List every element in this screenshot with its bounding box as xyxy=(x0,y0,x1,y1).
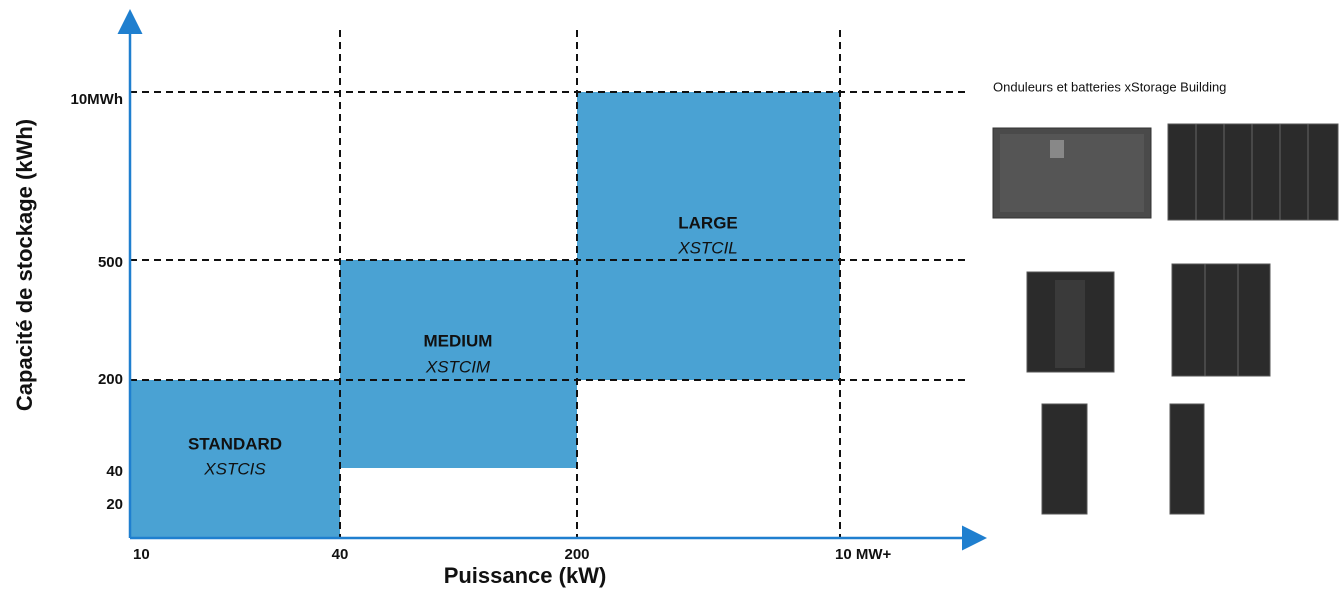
y-tick-label: 200 xyxy=(98,371,123,388)
y-tick-label: 20 xyxy=(106,496,123,513)
x-axis-title: Puissance (kW) xyxy=(444,563,607,588)
zone-box xyxy=(577,92,840,380)
x-tick-label: 200 xyxy=(564,546,589,563)
y-tick-label: 500 xyxy=(98,254,123,271)
y-tick-label: 10MWh xyxy=(71,91,124,108)
caption: Onduleurs et batteries xStorage Building xyxy=(993,79,1226,94)
zone-box xyxy=(340,260,577,468)
zone-name: MEDIUM xyxy=(424,331,493,350)
x-tick-label: 10 xyxy=(133,546,150,563)
zone-code: XSTCIL xyxy=(677,238,738,257)
zone-code: XSTCIS xyxy=(203,459,266,478)
zone-name: STANDARD xyxy=(188,434,282,453)
zone-code: XSTCIM xyxy=(425,357,491,376)
x-tick-label: 10 MW+ xyxy=(835,546,892,563)
zone-box xyxy=(130,380,340,538)
y-tick-label: 40 xyxy=(106,463,123,480)
x-tick-label: 40 xyxy=(332,546,349,563)
product-images xyxy=(992,123,1339,515)
zone-name: LARGE xyxy=(678,213,738,232)
y-axis-title: Capacité de stockage (kWh) xyxy=(12,119,37,411)
